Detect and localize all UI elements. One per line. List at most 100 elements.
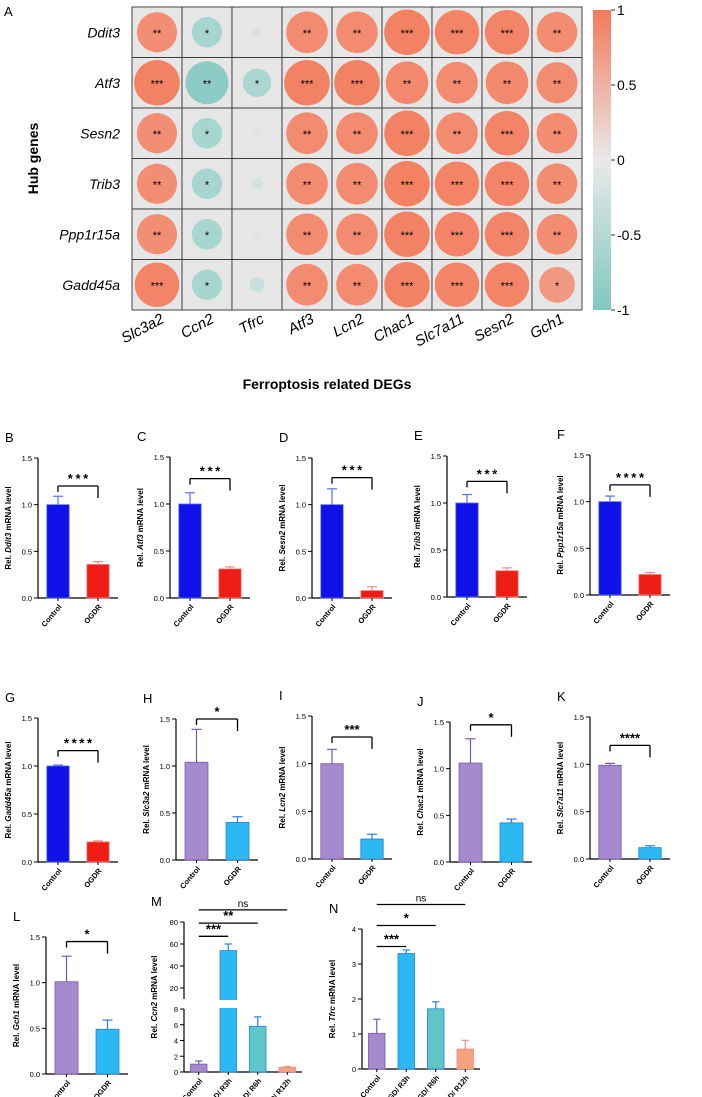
column-label: Gch1 bbox=[527, 311, 567, 343]
bar bbox=[499, 822, 524, 863]
y-tick-label: 0 bbox=[174, 1068, 178, 1077]
bar bbox=[219, 950, 237, 1073]
significance-mark: * bbox=[255, 78, 260, 90]
significance-mark: ** bbox=[303, 179, 312, 191]
y-axis-title: Rel. Sesn2 mRNA level bbox=[278, 485, 287, 572]
significance-mark: * bbox=[205, 129, 210, 141]
x-tick-label: Control bbox=[313, 864, 337, 890]
y-tick-label: 1.5 bbox=[30, 933, 40, 942]
heatmap-circle bbox=[434, 161, 480, 207]
panel-letter: N bbox=[329, 901, 338, 916]
y-tick-label: 1.5 bbox=[22, 454, 32, 463]
x-tick-label: Control bbox=[313, 603, 337, 629]
significance-mark: *** bbox=[351, 78, 365, 90]
y-tick-label: 0.5 bbox=[154, 547, 164, 556]
bar bbox=[218, 568, 242, 599]
row-label: Atf3 bbox=[94, 75, 120, 91]
x-tick-label: OGDR bbox=[356, 863, 378, 886]
heatmap-circle bbox=[286, 213, 328, 256]
x-tick-label: OGDR bbox=[496, 866, 518, 889]
panel-letter: B bbox=[5, 430, 14, 445]
y-axis-title-prefix: Rel. bbox=[328, 1021, 337, 1038]
y-tick-label: 1.0 bbox=[434, 765, 444, 774]
significance-mark: *** bbox=[451, 280, 465, 292]
heatmap-circle bbox=[136, 113, 178, 154]
significance-label: * * * * bbox=[64, 736, 93, 751]
y-axis-title-suffix: mRNA level bbox=[556, 742, 565, 788]
y-tick-label: 1.5 bbox=[296, 454, 306, 463]
y-tick-label: 80 bbox=[170, 918, 178, 927]
row-label: Ppp1r15a bbox=[59, 226, 120, 242]
bar-panel-L: L 0.0 0.5 1.0 1.5 Control OGDR * Rel. Gch1 mRNA … bbox=[12, 909, 128, 1097]
significance-mark: *** bbox=[501, 179, 515, 191]
column-label: Slc7a11 bbox=[412, 311, 467, 351]
significance-label: * bbox=[404, 911, 410, 926]
heatmap-circle bbox=[336, 11, 378, 54]
bar bbox=[598, 501, 622, 596]
axis-break bbox=[185, 1000, 303, 1008]
y-tick-label: 1.0 bbox=[22, 501, 32, 510]
x-tick-label: OGD/ R12h bbox=[260, 1076, 293, 1097]
bar bbox=[190, 1063, 208, 1073]
y-tick-label: 0.5 bbox=[30, 1024, 40, 1033]
y-axis-title-gene: Gadd45a bbox=[4, 787, 13, 821]
bar bbox=[86, 841, 110, 863]
x-tick-label: OGDR bbox=[214, 602, 236, 625]
bar-panel-C: C 0.0 0.5 1.0 1.5 Control OGDR * * * Rel. Atf3 m… bbox=[136, 429, 250, 629]
y-tick-label: 60 bbox=[170, 940, 178, 949]
y-tick-label: 0.0 bbox=[296, 855, 306, 864]
x-tick-label: Control bbox=[591, 864, 615, 890]
panel-letter: E bbox=[414, 428, 423, 443]
significance-mark: ** bbox=[553, 28, 562, 40]
bar bbox=[178, 503, 202, 599]
y-axis-title-gene: Gch1 bbox=[12, 1010, 21, 1031]
y-axis-title-suffix: mRNA level bbox=[142, 745, 151, 791]
y-axis-title: Rel. Ccn2 mRNA level bbox=[150, 956, 159, 1039]
significance-mark: ** bbox=[303, 280, 312, 292]
significance-mark: ** bbox=[153, 129, 162, 141]
significance-label: * * * bbox=[342, 463, 363, 478]
x-tick-label: Control bbox=[39, 867, 63, 893]
bar bbox=[360, 590, 384, 599]
bar-panel-M: M 0 2 4 6 8 20 40 60 80 Control OGD/ R3h OGD/ R6hOGD… bbox=[150, 894, 303, 1097]
significance-mark: ** bbox=[153, 28, 162, 40]
y-tick-label: 0.0 bbox=[296, 594, 306, 603]
y-tick-label: 0.5 bbox=[22, 547, 32, 556]
significance-label: ** bbox=[223, 908, 234, 923]
x-tick-label: OGDR bbox=[491, 601, 513, 624]
bar bbox=[638, 847, 662, 860]
heatmap-circle bbox=[484, 110, 530, 156]
bar bbox=[320, 504, 344, 599]
y-tick-label: 0.0 bbox=[160, 856, 170, 865]
y-tick-label: 1.5 bbox=[434, 718, 444, 727]
y-axis-title-prefix: Rel. bbox=[278, 812, 287, 829]
y-tick-label: 0.0 bbox=[22, 594, 32, 603]
significance-mark: ** bbox=[453, 78, 462, 90]
row-label: Sesn2 bbox=[80, 125, 120, 141]
colorbar-tick-label: -0.5 bbox=[617, 227, 641, 243]
heatmap-circle bbox=[384, 9, 430, 56]
column-label: Slc3a2 bbox=[118, 310, 167, 347]
y-tick-label: 1.5 bbox=[154, 453, 164, 462]
heatmap-circle bbox=[136, 12, 178, 53]
y-axis-title-suffix: mRNA level bbox=[413, 485, 422, 531]
bar-panel-E: E 0.0 0.5 1.0 1.5 Control OGDR * * * Rel. Trib3 … bbox=[413, 428, 527, 628]
heatmap-circle bbox=[242, 68, 272, 97]
panel-letter: F bbox=[557, 427, 565, 442]
y-axis-title: Rel. Tfrc mRNA level bbox=[328, 960, 337, 1038]
column-label: Chac1 bbox=[371, 311, 417, 346]
y-axis-title-suffix: mRNA level bbox=[4, 741, 13, 787]
bar-panel-H: H 0.0 0.5 1.0 1.5 Control OGDR * Rel. Slc3a2 mRN… bbox=[142, 691, 258, 891]
y-axis-title-gene: Ddit3 bbox=[4, 532, 13, 553]
x-tick-label: OGDR bbox=[222, 864, 244, 887]
heatmap-circle bbox=[249, 277, 265, 293]
y-tick-label: 2 bbox=[174, 1052, 178, 1061]
significance-mark: ** bbox=[353, 179, 362, 191]
heatmap-circle bbox=[286, 112, 328, 155]
y-axis-title: Hub genes bbox=[25, 123, 41, 195]
column-label: Sesn2 bbox=[471, 310, 517, 345]
significance-mark: *** bbox=[501, 129, 515, 141]
significance-mark: ** bbox=[303, 28, 312, 40]
significance-mark: *** bbox=[501, 280, 515, 292]
heatmap-circle bbox=[336, 162, 378, 205]
